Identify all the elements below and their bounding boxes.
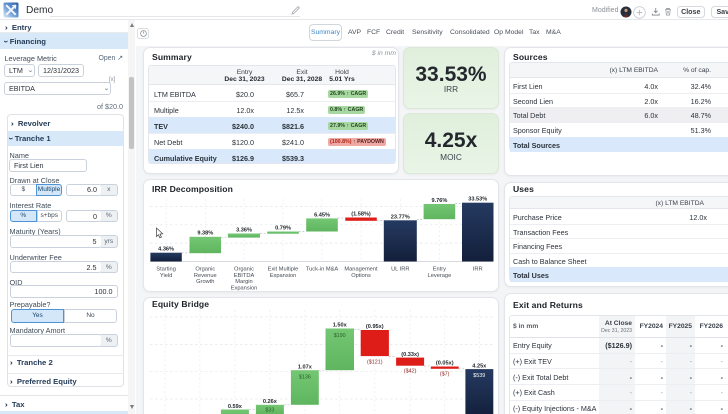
svg-text:$190: $190 (334, 333, 346, 339)
svg-text:1.07x: 1.07x (298, 364, 313, 370)
svg-text:IRR: IRR (473, 267, 483, 273)
svg-text:Exit Multiple: Exit Multiple (268, 267, 299, 273)
svg-text:Organic: Organic (195, 267, 215, 273)
svg-text:Organic: Organic (234, 267, 254, 273)
svg-text:(0.05x): (0.05x) (436, 361, 454, 367)
svg-text:6.45%: 6.45% (314, 212, 330, 218)
svg-text:0.79%: 0.79% (275, 225, 291, 231)
svg-text:9.76%: 9.76% (431, 198, 447, 204)
svg-text:0.26x: 0.26x (263, 399, 278, 405)
svg-text:Yield: Yield (160, 273, 172, 279)
svg-text:($121): ($121) (367, 359, 383, 365)
svg-text:Tuck-in M&A: Tuck-in M&A (306, 267, 339, 273)
svg-text:(0.95x): (0.95x) (366, 324, 384, 330)
svg-text:Growth: Growth (196, 279, 214, 285)
svg-text:UL IRR: UL IRR (391, 267, 409, 273)
svg-text:3.36%: 3.36% (236, 227, 252, 233)
svg-text:4.25x: 4.25x (472, 363, 487, 369)
svg-text:$136: $136 (299, 375, 311, 381)
svg-text:Entry: Entry (433, 267, 446, 273)
svg-text:4.36%: 4.36% (158, 247, 174, 253)
svg-text:0.59x: 0.59x (228, 404, 243, 410)
svg-text:Leverage: Leverage (428, 273, 452, 279)
svg-text:EBITDA: EBITDA (234, 273, 255, 279)
svg-text:$539: $539 (473, 373, 485, 379)
svg-text:9.38%: 9.38% (197, 231, 213, 237)
svg-text:$33: $33 (265, 408, 274, 414)
svg-text:Expansion: Expansion (270, 273, 297, 279)
svg-text:Margin: Margin (235, 279, 252, 285)
svg-text:23.77%: 23.77% (391, 214, 410, 220)
svg-text:($42): ($42) (404, 369, 417, 375)
svg-text:Management: Management (344, 267, 378, 273)
svg-text:Starting: Starting (156, 267, 176, 273)
svg-text:($7): ($7) (440, 371, 450, 377)
svg-text:33.53%: 33.53% (468, 197, 487, 203)
svg-text:(1.58%): (1.58%) (351, 212, 371, 218)
svg-text:Expansion: Expansion (231, 285, 258, 291)
svg-text:Revenue: Revenue (194, 273, 217, 279)
svg-text:Options: Options (351, 273, 371, 279)
svg-text:(0.33x): (0.33x) (401, 352, 419, 358)
svg-text:1.50x: 1.50x (333, 323, 348, 329)
